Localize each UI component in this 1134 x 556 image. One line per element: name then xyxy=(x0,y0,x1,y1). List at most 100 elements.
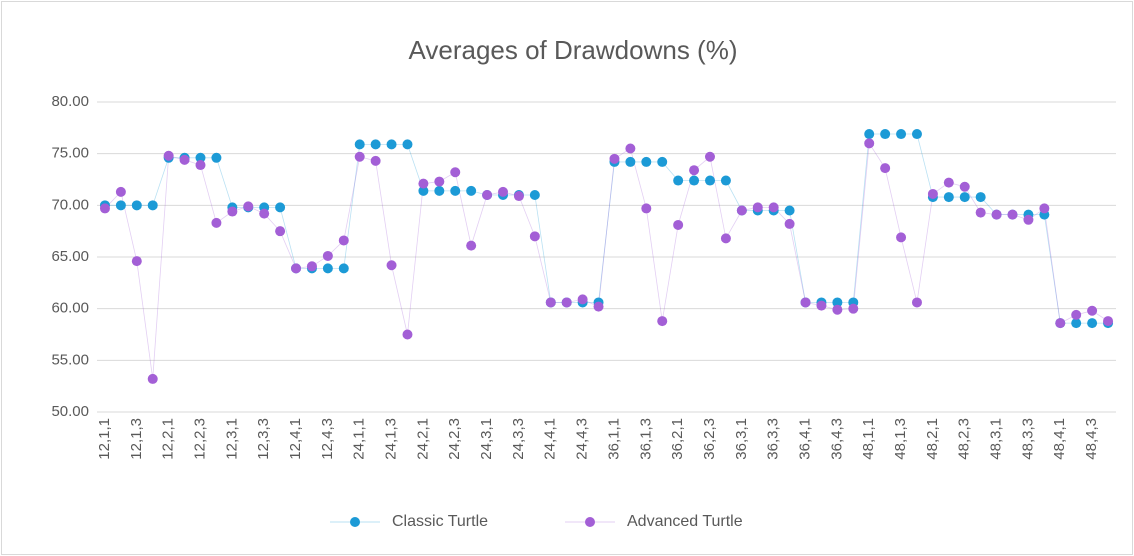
point xyxy=(402,139,413,150)
point xyxy=(1023,214,1034,225)
point xyxy=(259,208,270,219)
x-tick-label: 36,2,1 xyxy=(669,418,686,460)
point xyxy=(1087,318,1098,329)
point xyxy=(338,235,349,246)
point xyxy=(482,190,493,200)
point xyxy=(354,151,365,162)
point xyxy=(1087,305,1098,316)
point xyxy=(115,200,126,211)
x-tick-label: 48,3,1 xyxy=(988,418,1005,460)
point xyxy=(115,186,126,197)
y-tick-label: 80.00 xyxy=(51,93,89,110)
point xyxy=(466,240,477,251)
point xyxy=(959,192,970,203)
x-tick-label: 24,4,3 xyxy=(574,418,591,460)
point xyxy=(832,304,843,315)
point xyxy=(673,219,684,230)
x-tick-label: 36,2,3 xyxy=(701,418,718,460)
point xyxy=(147,200,158,211)
series-line xyxy=(104,142,1109,379)
legend-label: Classic Turtle xyxy=(392,513,488,530)
point xyxy=(163,150,174,161)
x-tick-label: 12,3,3 xyxy=(255,418,272,460)
point xyxy=(1055,318,1066,329)
point xyxy=(880,163,891,174)
point xyxy=(864,138,875,149)
point xyxy=(625,143,636,154)
x-tick-label: 24,3,1 xyxy=(478,418,495,460)
x-tick-label: 36,1,1 xyxy=(605,418,622,460)
x-tick-label: 48,4,1 xyxy=(1051,418,1068,460)
point xyxy=(291,263,302,274)
point xyxy=(593,301,604,312)
point xyxy=(784,218,795,229)
point xyxy=(466,185,477,196)
point xyxy=(354,139,365,150)
point xyxy=(896,232,907,243)
x-tick-label: 36,3,1 xyxy=(733,418,750,460)
point xyxy=(1007,209,1018,220)
point xyxy=(752,202,763,213)
point xyxy=(211,152,222,163)
x-tick-label: 24,1,3 xyxy=(383,418,400,460)
point xyxy=(243,201,254,212)
point xyxy=(529,190,540,200)
point xyxy=(147,373,158,384)
x-tick-label: 12,2,1 xyxy=(160,418,177,460)
point xyxy=(896,129,907,140)
x-tick-label: 48,1,1 xyxy=(860,418,877,460)
x-tick-label: 12,2,3 xyxy=(191,418,208,460)
point xyxy=(880,129,891,140)
point xyxy=(609,153,620,164)
point xyxy=(800,297,811,308)
x-tick-label: 48,2,1 xyxy=(924,418,941,460)
point xyxy=(386,260,397,271)
point xyxy=(625,156,636,167)
x-tick-label: 36,3,3 xyxy=(765,418,782,460)
x-tick-label: 24,4,1 xyxy=(542,418,559,460)
point xyxy=(848,303,859,314)
point xyxy=(498,186,509,197)
point xyxy=(529,231,540,242)
point xyxy=(370,139,381,150)
point xyxy=(179,154,190,165)
point xyxy=(816,300,827,311)
point xyxy=(131,256,142,267)
point xyxy=(275,226,286,237)
point xyxy=(641,203,652,214)
x-tick-label: 48,1,3 xyxy=(892,418,909,460)
point xyxy=(418,178,429,189)
point xyxy=(370,155,381,166)
point xyxy=(959,181,970,192)
point xyxy=(1071,318,1082,329)
point xyxy=(227,206,238,217)
point xyxy=(657,156,668,167)
point xyxy=(911,129,922,140)
y-tick-label: 70.00 xyxy=(51,196,89,213)
x-tick-label: 12,1,1 xyxy=(96,418,113,460)
x-tick-label: 48,4,3 xyxy=(1083,418,1100,460)
point xyxy=(911,297,922,308)
point xyxy=(975,192,986,203)
x-tick-label: 36,1,3 xyxy=(637,418,654,460)
point xyxy=(513,191,524,202)
point xyxy=(736,205,747,216)
x-tick-label: 48,3,3 xyxy=(1019,418,1036,460)
point xyxy=(689,165,700,176)
point xyxy=(975,207,986,218)
point xyxy=(832,297,843,308)
x-tick-label: 36,4,1 xyxy=(796,418,813,460)
x-tick-label: 24,2,1 xyxy=(414,418,431,460)
point xyxy=(720,233,731,244)
series-line xyxy=(104,133,1109,324)
point xyxy=(434,185,445,196)
point xyxy=(450,185,461,196)
point xyxy=(418,185,429,196)
point xyxy=(864,129,875,140)
point xyxy=(322,250,333,261)
point xyxy=(720,175,731,186)
point xyxy=(561,297,572,308)
point xyxy=(1039,203,1050,214)
point xyxy=(306,261,317,272)
